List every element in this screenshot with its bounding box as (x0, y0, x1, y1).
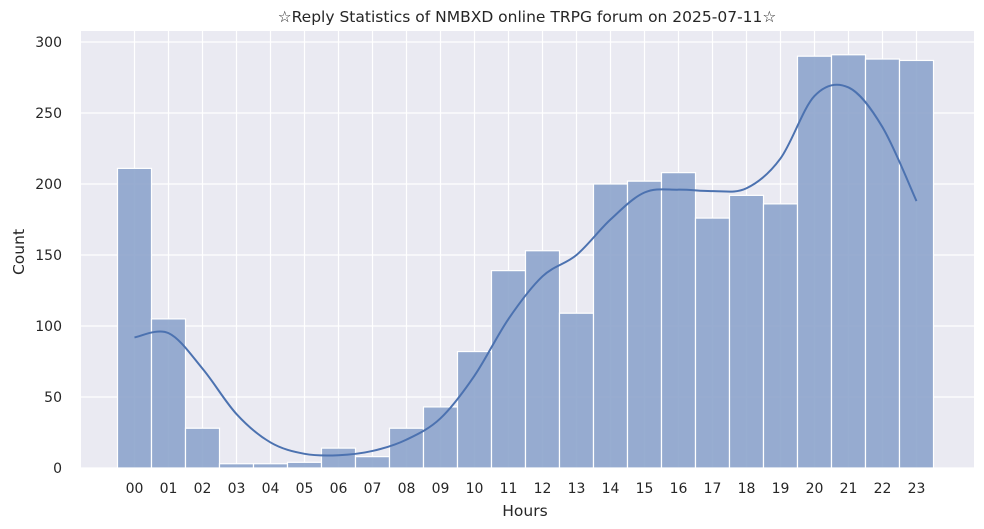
bar-09 (422, 406, 459, 469)
x-tick-label: 09 (432, 481, 450, 497)
x-tick-label: 08 (398, 481, 416, 497)
y-tick-label: 150 (35, 248, 62, 264)
x-tick-label: 10 (466, 481, 484, 497)
x-tick-label: 00 (126, 481, 144, 497)
x-tick-label: 20 (806, 481, 824, 497)
bar-16 (660, 172, 697, 469)
bar-10 (456, 350, 493, 469)
bar-05 (286, 461, 323, 469)
x-tick-label: 11 (500, 481, 518, 497)
kde-curve (134, 83, 918, 457)
x-tick-label: 13 (568, 481, 586, 497)
x-tick-label: 22 (874, 481, 892, 497)
y-tick-label: 0 (53, 461, 62, 477)
bar-14 (592, 183, 629, 469)
x-ticks: 00 01 02 03 04 05 06 07 08 09 10 11 12 13 14 15 16 17 18 19… (126, 481, 926, 497)
bar-04 (252, 463, 289, 469)
y-tick-label: 50 (44, 390, 62, 406)
x-tick-label: 19 (772, 481, 790, 497)
x-tick-label: 01 (160, 481, 178, 497)
x-tick-label: 12 (534, 481, 552, 497)
x-tick-label: 21 (840, 481, 858, 497)
bar-17 (694, 217, 731, 469)
bar-02 (184, 427, 221, 469)
x-tick-label: 23 (908, 481, 926, 497)
x-tick-label: 15 (636, 481, 654, 497)
x-tick-label: 04 (262, 481, 280, 497)
bar-20 (796, 55, 833, 469)
x-tick-label: 17 (704, 481, 722, 497)
bar-19 (762, 203, 799, 469)
x-tick-label: 05 (296, 481, 314, 497)
y-tick-label: 100 (35, 319, 62, 335)
bar-22 (864, 58, 901, 469)
bar-12 (524, 250, 561, 469)
bar-07 (354, 456, 391, 469)
x-tick-label: 02 (194, 481, 212, 497)
y-ticks: 0 50 100 150 200 250 300 (35, 35, 62, 477)
y-tick-label: 200 (35, 177, 62, 193)
bar-06 (320, 447, 357, 469)
bar-03 (218, 463, 255, 469)
bar-18 (728, 194, 765, 469)
y-axis-label: Count (10, 229, 28, 275)
x-tick-label: 07 (364, 481, 382, 497)
bar-23 (898, 59, 935, 469)
bars (116, 54, 935, 469)
bar-21 (830, 54, 867, 469)
bar-15 (626, 180, 663, 469)
x-tick-label: 06 (330, 481, 348, 497)
bar-01 (150, 318, 187, 469)
y-tick-label: 300 (35, 35, 62, 51)
bar-13 (558, 312, 595, 469)
x-tick-label: 03 (228, 481, 246, 497)
x-axis-label: Hours (502, 502, 547, 520)
y-tick-label: 250 (35, 106, 62, 122)
bar-11 (490, 270, 527, 469)
bar-00 (116, 167, 153, 469)
x-tick-label: 18 (738, 481, 756, 497)
chart-title: ☆Reply Statistics of NMBXD online TRPG f… (278, 8, 777, 26)
x-tick-label: 16 (670, 481, 688, 497)
x-tick-label: 14 (602, 481, 620, 497)
